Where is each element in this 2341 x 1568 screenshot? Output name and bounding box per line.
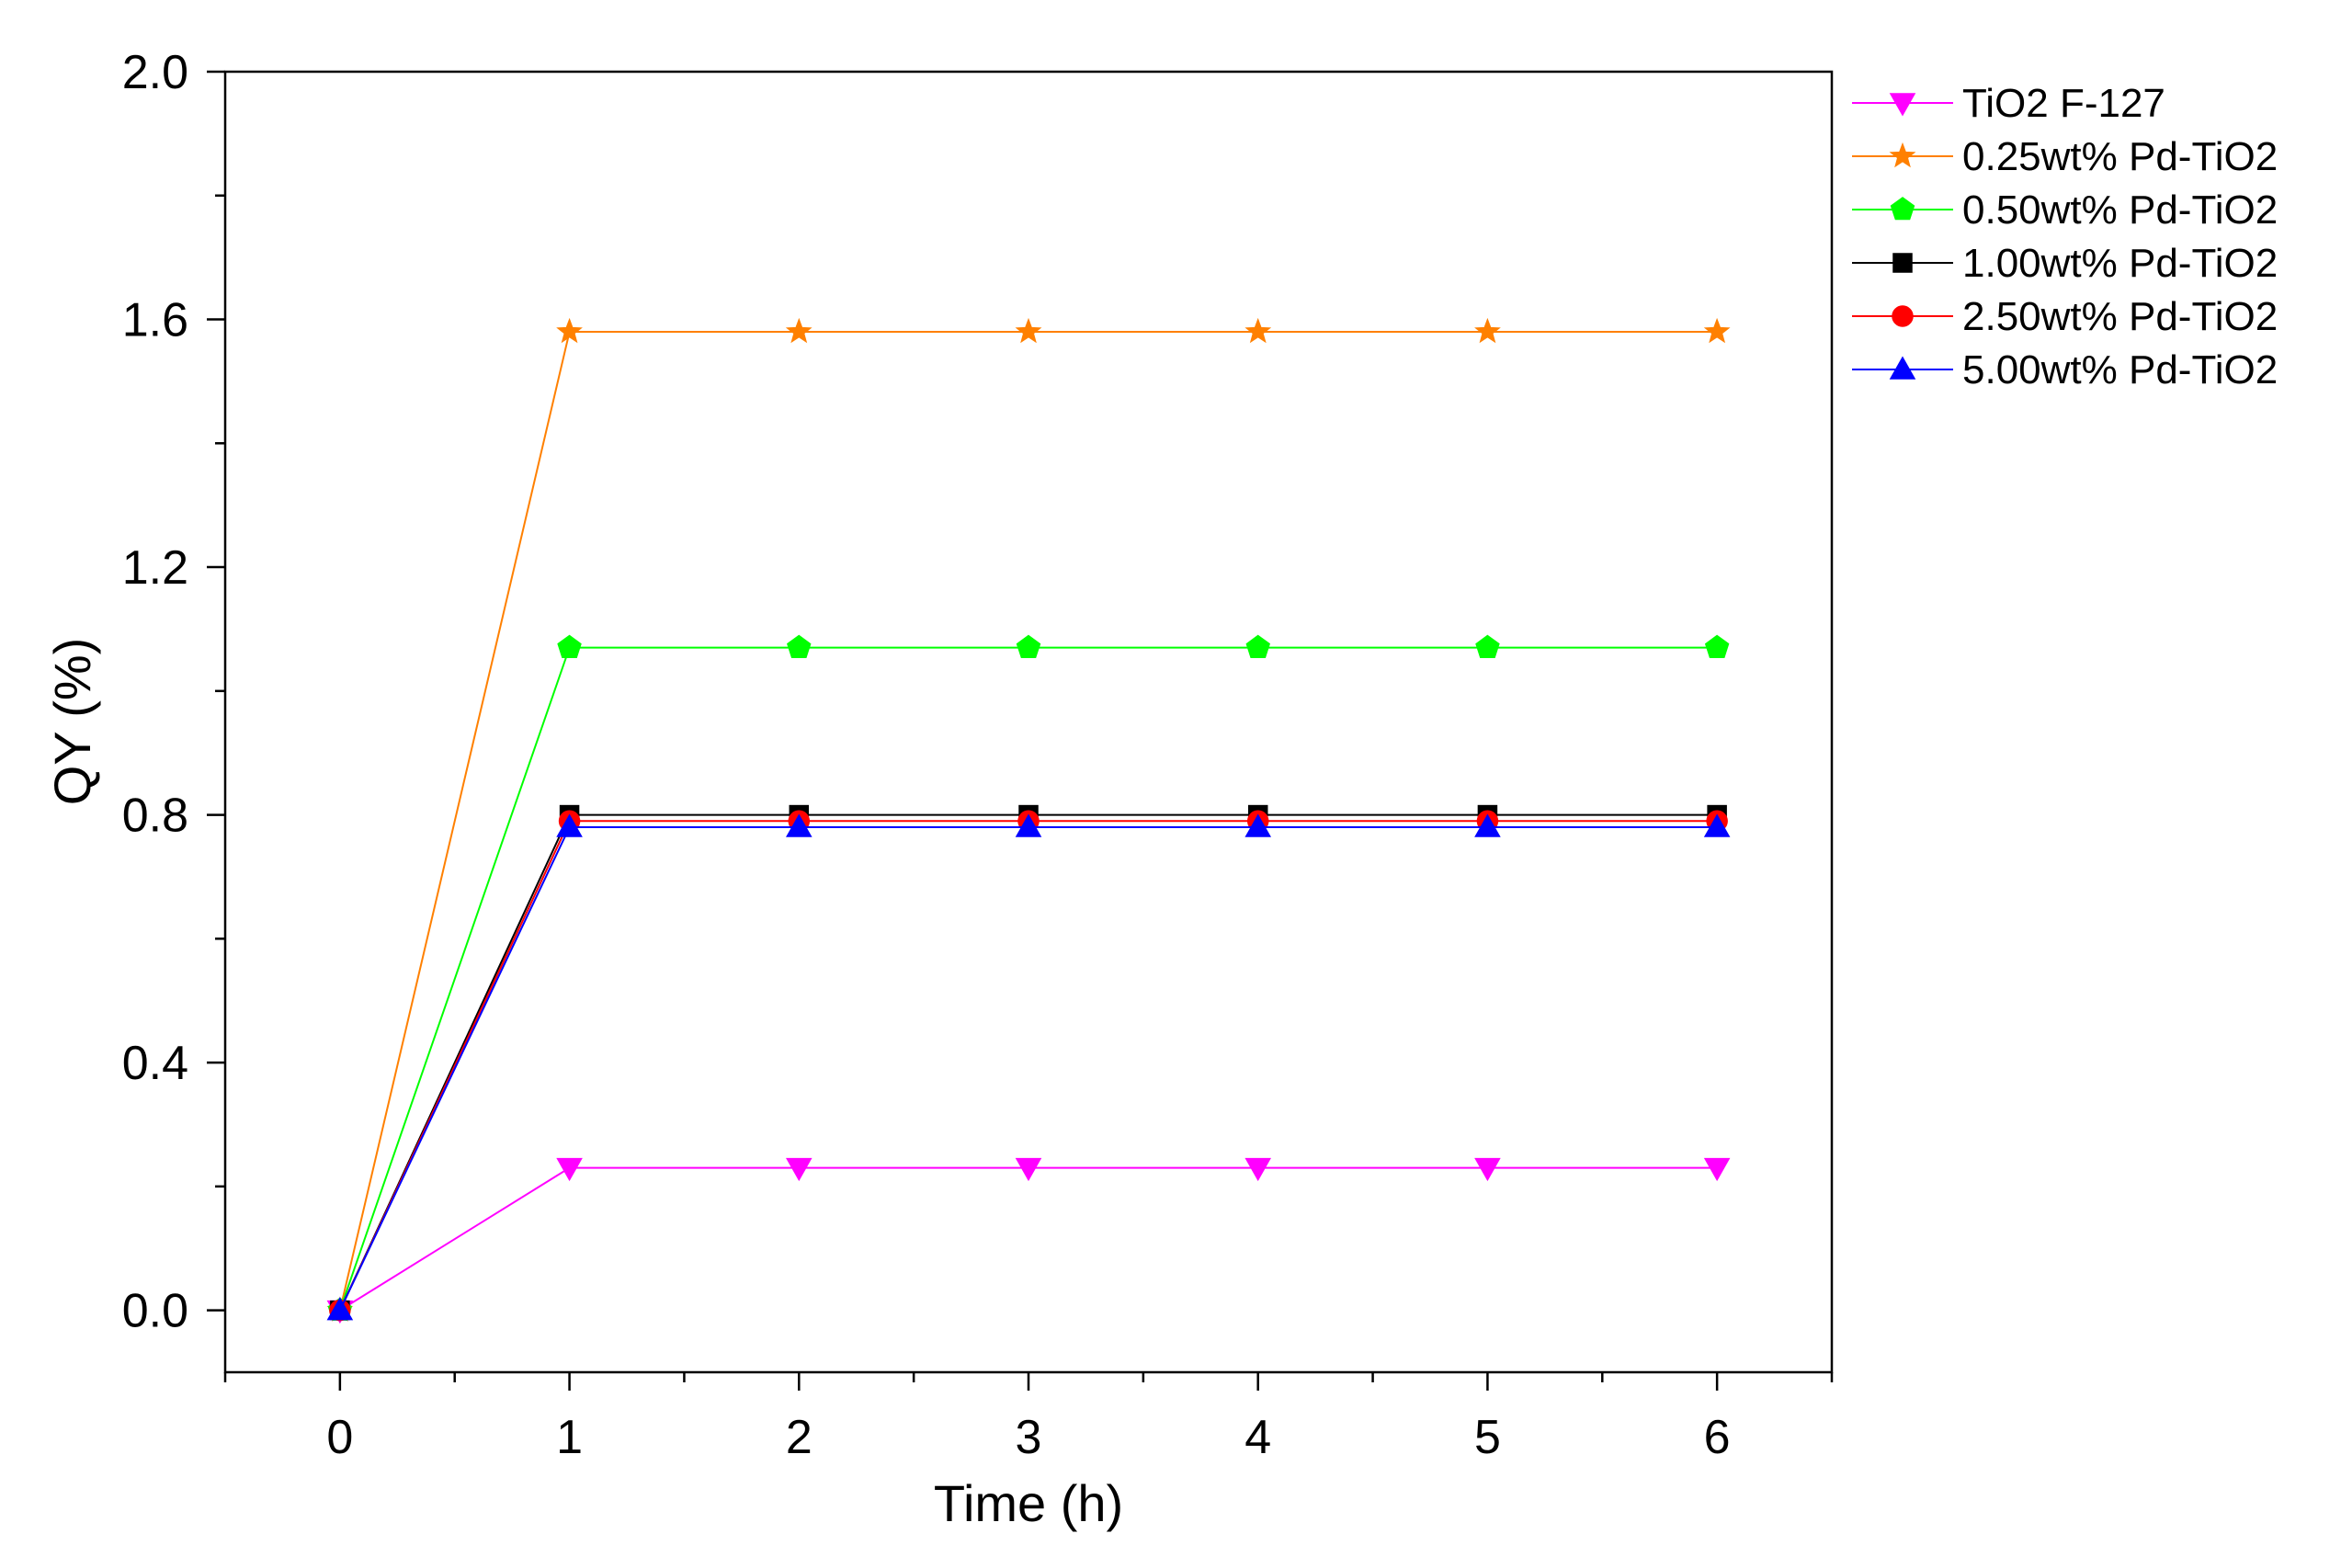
x-tick-label: 5 (1474, 1411, 1501, 1464)
y-tick-label: 0.0 (122, 1285, 188, 1338)
legend-entry: 2.50wt% Pd-TiO2 (1852, 294, 2278, 339)
x-axis-title: Time (h) (934, 1474, 1123, 1532)
series-5-00wt-pd-tio2 (326, 813, 1731, 1321)
data-point (1015, 813, 1042, 837)
data-point (1703, 813, 1731, 837)
legend-marker (1889, 142, 1916, 168)
legend-label: 1.00wt% Pd-TiO2 (1962, 241, 2278, 286)
series-0-50wt-pd-tio2 (327, 634, 1730, 1321)
data-point (1015, 317, 1042, 344)
x-tick-label: 6 (1704, 1411, 1731, 1464)
y-tick-label: 0.8 (122, 790, 188, 843)
series-tio2-f-127 (326, 1157, 1731, 1324)
data-point (787, 634, 812, 658)
legend-entry: 5.00wt% Pd-TiO2 (1852, 347, 2278, 392)
legend-label: 0.50wt% Pd-TiO2 (1962, 187, 2278, 233)
data-point (1015, 1157, 1042, 1182)
x-tick-label: 3 (1016, 1411, 1042, 1464)
legend-marker (1889, 356, 1916, 380)
data-point (1703, 1157, 1731, 1182)
data-point (1704, 634, 1730, 658)
series-2-50wt-pd-tio2 (329, 810, 1728, 1322)
series-line (338, 813, 1718, 1312)
legend-entry: 0.50wt% Pd-TiO2 (1852, 187, 2278, 233)
data-point (556, 317, 583, 344)
series-line (338, 646, 1718, 1311)
x-tick-label: 0 (326, 1411, 353, 1464)
y-tick-label: 2.0 (122, 46, 188, 99)
data-point (556, 813, 583, 837)
data-point (1244, 317, 1272, 344)
legend-marker (1889, 93, 1916, 117)
legend-label: 2.50wt% Pd-TiO2 (1962, 294, 2278, 339)
series-line (338, 820, 1718, 1312)
series-line (338, 826, 1718, 1312)
series-layer (326, 317, 1731, 1324)
data-point (556, 1157, 583, 1182)
legend-entry: TiO2 F-127 (1852, 81, 2165, 126)
legend-entry: 0.25wt% Pd-TiO2 (1852, 134, 2278, 179)
legend: TiO2 F-127 0.25wt% Pd-TiO2 0.50wt% Pd-TiO2… (1852, 81, 2278, 392)
data-point (785, 317, 813, 344)
y-tick-label: 1.6 (122, 294, 188, 347)
legend-marker (1890, 197, 1915, 221)
data-point (1016, 634, 1041, 658)
legend-label: 5.00wt% Pd-TiO2 (1962, 347, 2278, 392)
data-point (1703, 317, 1731, 344)
data-point (1245, 634, 1270, 658)
data-point (1244, 1157, 1271, 1182)
data-point (786, 813, 813, 837)
legend-label: TiO2 F-127 (1962, 81, 2165, 126)
data-point (1474, 317, 1501, 344)
data-point (1474, 1157, 1501, 1182)
legend-entry: 1.00wt% Pd-TiO2 (1852, 241, 2278, 286)
data-point (326, 1297, 354, 1321)
y-tick-label: 1.2 (122, 541, 188, 595)
data-point (786, 1157, 813, 1182)
x-tick-label: 2 (786, 1411, 813, 1464)
axes: 0 1 2 3 4 5 6 0.0 0.4 0.8 1.2 1.6 2.0 (122, 46, 1834, 1464)
data-point (1475, 634, 1500, 658)
y-tick-label: 0.4 (122, 1037, 188, 1090)
data-point (1244, 813, 1271, 837)
legend-label: 0.25wt% Pd-TiO2 (1962, 134, 2278, 179)
x-tick-label: 4 (1244, 1411, 1271, 1464)
data-point (1474, 813, 1501, 837)
series-line (339, 1166, 1718, 1312)
x-tick-label: 1 (556, 1411, 583, 1464)
legend-marker (1892, 253, 1913, 273)
legend-marker (1892, 305, 1914, 327)
y-axis-title: QY (%) (43, 638, 101, 806)
data-point (557, 634, 582, 658)
